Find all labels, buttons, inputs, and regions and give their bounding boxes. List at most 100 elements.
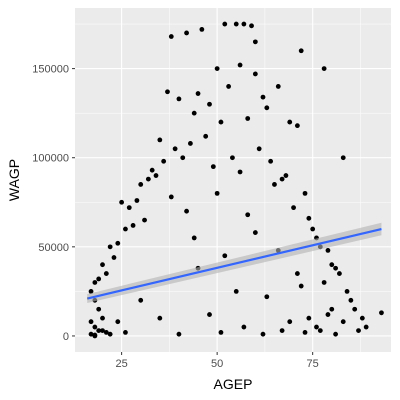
data-point: [237, 62, 243, 68]
data-point: [264, 294, 270, 300]
y-tick-label: 50000: [38, 242, 69, 254]
data-point: [115, 240, 121, 246]
data-point: [214, 66, 220, 72]
data-point: [325, 312, 331, 317]
y-tick-label: 0: [63, 331, 69, 343]
data-point: [379, 310, 384, 316]
x-tick-label: 75: [307, 358, 319, 370]
data-point: [180, 155, 186, 161]
data-point: [123, 329, 128, 335]
data-point: [165, 89, 170, 95]
data-point: [92, 280, 98, 285]
data-point: [88, 288, 94, 294]
data-point: [149, 167, 155, 173]
scatter-points: [88, 21, 384, 339]
data-point: [214, 190, 220, 196]
data-point: [111, 255, 117, 260]
data-point: [191, 235, 197, 241]
data-point: [96, 276, 102, 282]
data-point: [260, 94, 266, 100]
data-point: [279, 176, 285, 182]
data-point: [138, 182, 144, 187]
data-point: [268, 158, 274, 164]
data-point: [237, 169, 243, 175]
data-point: [157, 315, 163, 321]
data-point: [291, 205, 296, 211]
data-point: [337, 271, 342, 276]
data-point: [302, 190, 308, 196]
data-point: [321, 280, 327, 285]
data-point: [107, 331, 113, 337]
data-point: [176, 96, 182, 102]
data-point: [230, 155, 235, 161]
data-point: [107, 244, 113, 250]
data-point: [241, 21, 247, 27]
data-point: [356, 328, 361, 334]
data-point: [333, 331, 338, 337]
data-point: [287, 119, 293, 125]
data-point: [317, 328, 323, 334]
data-point: [134, 198, 140, 203]
data-point: [252, 230, 258, 235]
data-point: [138, 297, 144, 303]
data-point: [126, 205, 132, 211]
data-point: [195, 91, 201, 96]
data-point: [294, 271, 300, 276]
data-point: [115, 319, 121, 325]
data-point: [88, 331, 94, 337]
y-tick-label: 150000: [32, 64, 69, 76]
data-point: [184, 30, 189, 36]
data-point: [168, 194, 174, 200]
data-point: [100, 262, 105, 268]
data-point: [306, 215, 312, 221]
fit-line: [86, 227, 382, 300]
data-point: [245, 212, 251, 218]
data-point: [161, 158, 167, 164]
data-point: [298, 283, 304, 289]
data-point: [187, 141, 193, 146]
fit-layer: [86, 222, 382, 303]
data-point: [272, 182, 277, 187]
data-point: [142, 217, 147, 223]
data-point: [310, 226, 316, 232]
data-point: [123, 226, 128, 232]
data-point: [145, 176, 151, 182]
data-point: [264, 105, 270, 111]
data-point: [226, 84, 232, 89]
data-point: [298, 48, 304, 54]
data-point: [348, 297, 354, 303]
x-tick-label: 25: [115, 358, 127, 370]
data-point: [100, 315, 105, 321]
data-point: [157, 137, 163, 143]
data-point: [352, 306, 358, 312]
data-point: [314, 324, 319, 330]
panel-background: [75, 8, 391, 352]
data-point: [191, 110, 197, 116]
y-tick-label: 100000: [32, 153, 69, 165]
data-point: [256, 146, 262, 152]
data-point: [302, 329, 308, 335]
data-point: [168, 34, 174, 39]
data-point: [340, 155, 346, 161]
y-axis: 0 50000 100000 150000: [32, 64, 75, 343]
y-axis-title: WAGP: [6, 159, 22, 201]
data-point: [100, 328, 105, 334]
data-point: [153, 173, 159, 178]
x-tick-label: 50: [211, 358, 223, 370]
data-point: [119, 199, 125, 205]
data-point: [92, 332, 98, 338]
x-axis-title: AGEP: [214, 376, 253, 392]
data-point: [344, 288, 350, 294]
data-point: [275, 84, 281, 89]
data-point: [96, 328, 102, 334]
data-point: [233, 288, 239, 294]
data-point: [207, 101, 212, 107]
data-point: [287, 319, 293, 325]
data-point: [210, 164, 216, 170]
data-point: [279, 328, 285, 334]
data-point: [245, 116, 251, 121]
data-point: [233, 21, 239, 27]
data-point: [103, 271, 109, 276]
data-point: [260, 331, 266, 337]
